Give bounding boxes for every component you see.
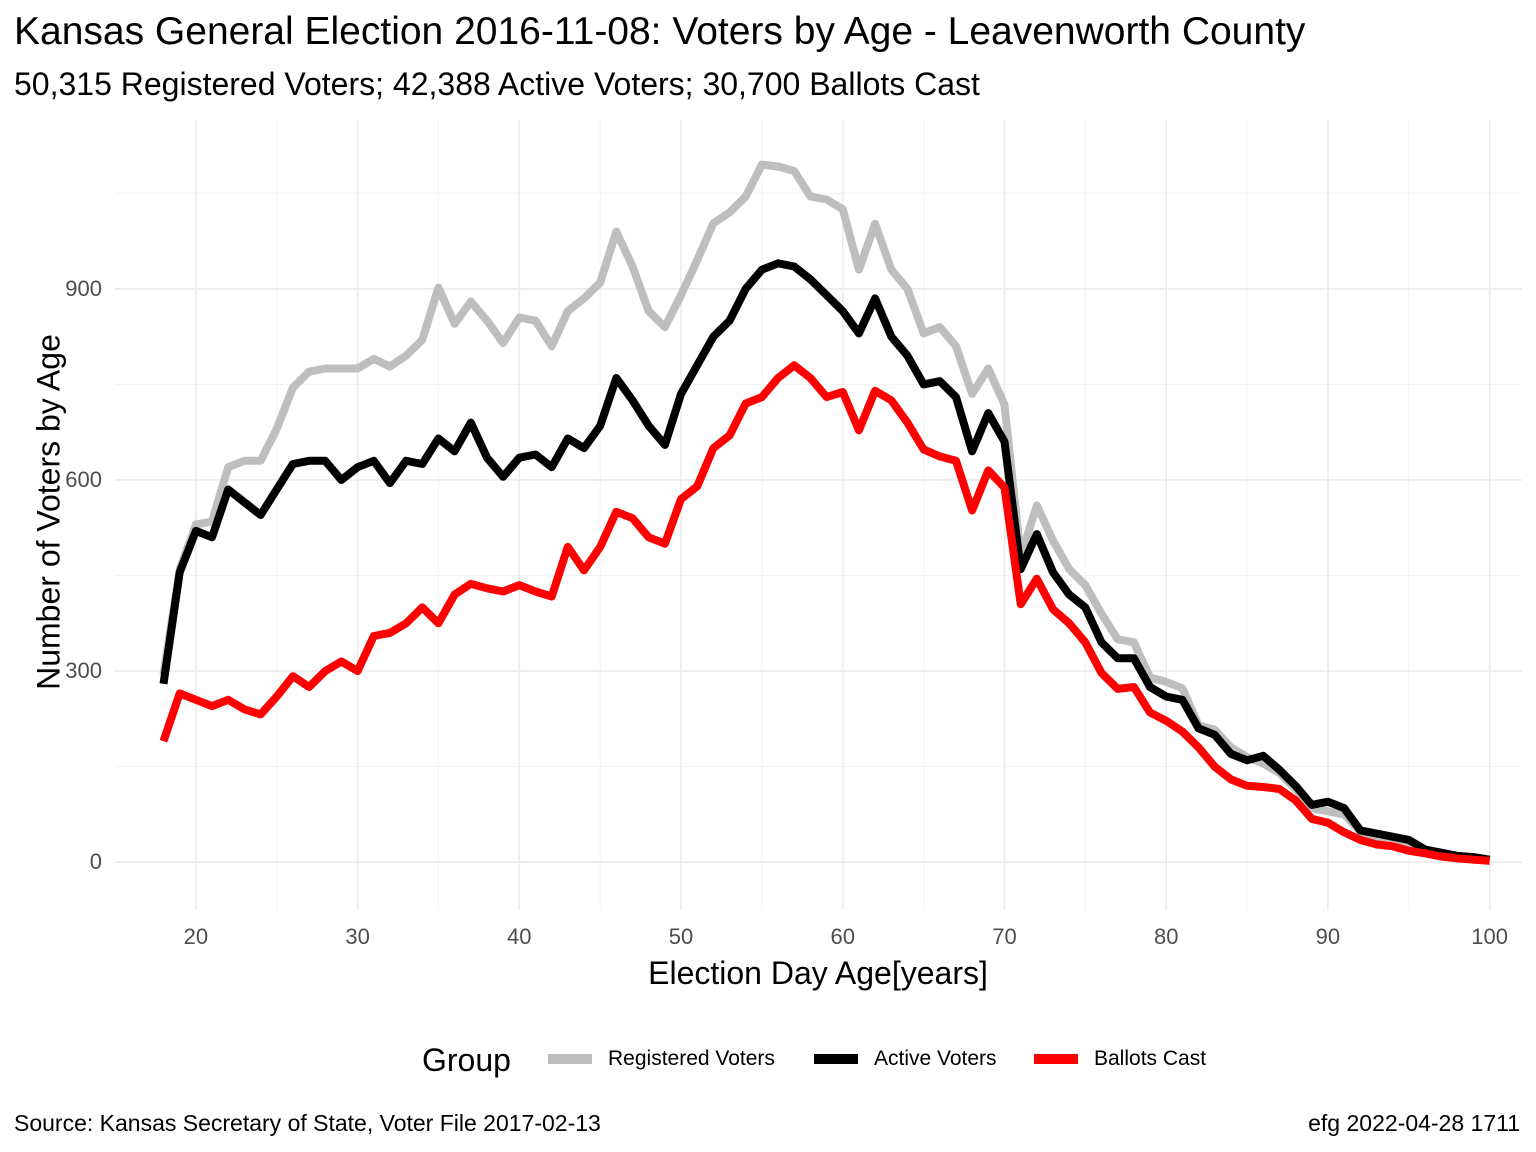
series-lines (159, 160, 1491, 865)
x-tick-label: 20 (183, 924, 209, 949)
legend-swatch-ballots-cast (1034, 1054, 1078, 1064)
x-tick-label: 40 (507, 924, 532, 949)
legend-item-ballots-cast: Ballots Cast (1034, 1047, 1206, 1071)
x-tick-label: 30 (345, 924, 370, 949)
y-tick-label: 600 (65, 466, 102, 492)
legend-swatch-registered-voters (548, 1054, 592, 1064)
chart-title: Kansas General Election 2016-11-08: Vote… (14, 10, 1306, 53)
series-line-registered-voters (159, 160, 1491, 865)
major-gridlines (115, 120, 1522, 910)
credit-caption: efg 2022-04-28 1711 (1308, 1110, 1520, 1136)
y-tick-label: 300 (65, 658, 102, 684)
y-tick-label: 900 (65, 275, 102, 301)
series-line-active-voters (159, 259, 1491, 864)
legend-item-active-voters: Active Voters (814, 1047, 997, 1071)
chart-subtitle: 50,315 Registered Voters; 42,388 Active … (14, 66, 980, 102)
x-tick-label: 100 (1471, 924, 1508, 949)
legend-label-registered-voters: Registered Voters (608, 1047, 775, 1070)
x-axis-label: Election Day Age[years] (648, 955, 988, 991)
source-caption: Source: Kansas Secretary of State, Voter… (14, 1110, 601, 1136)
x-tick-label: 80 (1153, 924, 1179, 949)
minor-gridlines (115, 120, 1522, 910)
legend-swatch-active-voters (814, 1054, 858, 1064)
legend-item-registered-voters: Registered Voters (548, 1047, 775, 1071)
y-axis-label: Number of Voters by Age (30, 334, 67, 690)
x-tick-label: 90 (1315, 924, 1341, 949)
legend-label-ballots-cast: Ballots Cast (1094, 1047, 1207, 1070)
x-tick-label: 50 (668, 924, 694, 949)
legend-label-active-voters: Active Voters (874, 1047, 997, 1070)
x-tick-label: 60 (830, 924, 855, 949)
legend-title: Group (422, 1042, 511, 1078)
series-line-ballots-cast (159, 361, 1490, 865)
x-tick-label: 70 (992, 924, 1017, 949)
y-tick-label: 0 (89, 849, 102, 875)
